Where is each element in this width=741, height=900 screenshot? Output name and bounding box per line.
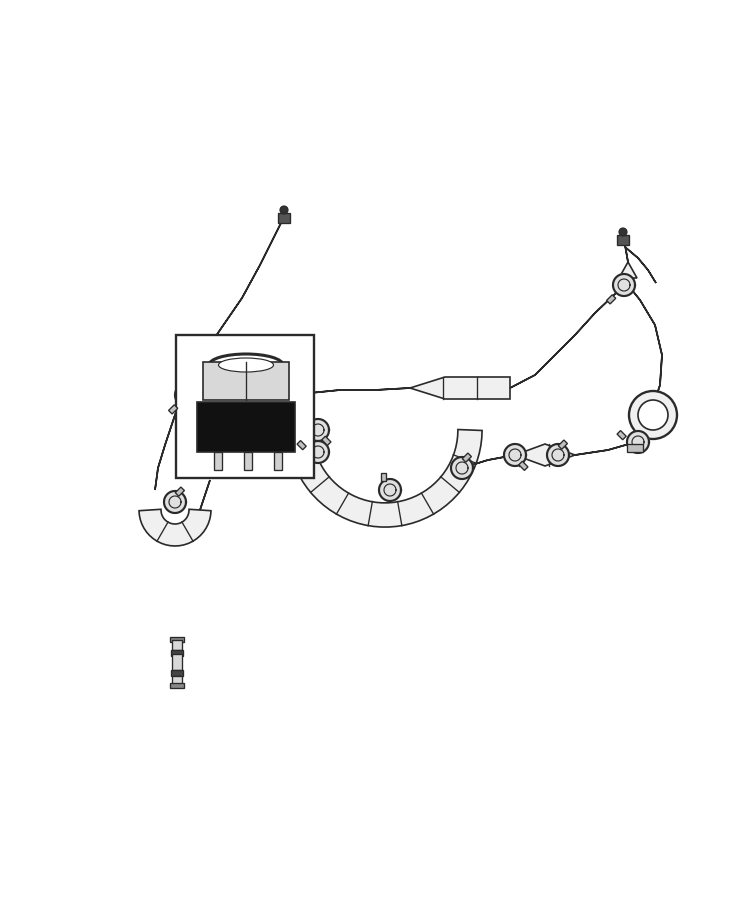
Bar [607, 295, 616, 304]
Ellipse shape [219, 358, 273, 372]
Polygon shape [547, 444, 569, 466]
Polygon shape [200, 480, 210, 510]
Bar [627, 444, 643, 452]
Bar [617, 430, 626, 440]
Polygon shape [164, 491, 186, 513]
Circle shape [280, 206, 288, 214]
Bar [214, 452, 222, 470]
Bar [168, 405, 178, 414]
Bar [171, 650, 183, 656]
Polygon shape [307, 419, 329, 441]
Bar [244, 452, 252, 470]
Circle shape [619, 228, 627, 236]
Polygon shape [175, 384, 197, 406]
Bar [172, 640, 182, 650]
Bar [617, 235, 629, 245]
Bar [278, 213, 290, 223]
Bar [322, 436, 331, 446]
Bar [462, 453, 471, 463]
Bar [170, 637, 184, 642]
Polygon shape [619, 245, 637, 278]
Bar [171, 670, 183, 676]
Bar [172, 654, 182, 670]
Bar [176, 335, 314, 478]
Polygon shape [625, 247, 656, 283]
Circle shape [629, 391, 677, 439]
Bar [197, 402, 295, 452]
Bar [175, 487, 185, 496]
Polygon shape [624, 280, 662, 440]
Polygon shape [155, 395, 183, 490]
Bar [203, 362, 289, 400]
Bar [297, 441, 306, 450]
Bar [172, 676, 182, 684]
Bar [519, 461, 528, 471]
Bar [170, 683, 184, 688]
Polygon shape [504, 444, 526, 466]
Bar [381, 473, 386, 481]
Polygon shape [613, 274, 635, 296]
Ellipse shape [209, 354, 283, 376]
Polygon shape [139, 509, 211, 546]
Bar [274, 452, 282, 470]
Polygon shape [307, 441, 329, 463]
Polygon shape [510, 278, 628, 388]
Polygon shape [185, 215, 285, 390]
Polygon shape [310, 377, 510, 399]
Polygon shape [288, 429, 482, 527]
Polygon shape [451, 457, 473, 479]
Circle shape [638, 400, 668, 430]
Polygon shape [462, 442, 636, 468]
Polygon shape [379, 479, 401, 501]
Bar [558, 440, 568, 449]
Polygon shape [627, 431, 649, 453]
